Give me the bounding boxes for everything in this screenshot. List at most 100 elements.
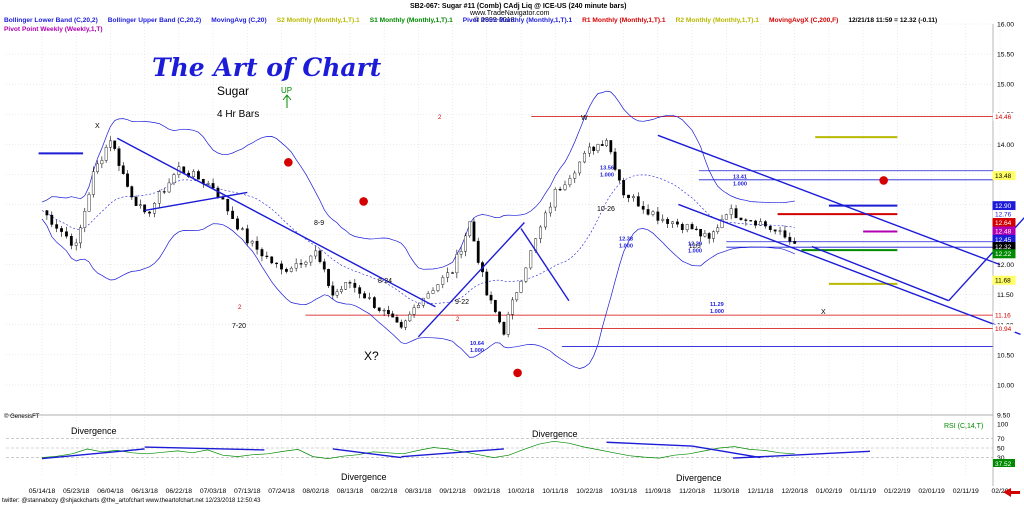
candle-body: [544, 212, 547, 228]
candle-body: [348, 282, 352, 284]
candle-body: [724, 214, 728, 220]
legend-item: Bollinger Lower Band (C,20,2): [4, 17, 98, 24]
candle-body: [130, 186, 134, 198]
x-tick-label: 02/01/19: [918, 488, 945, 495]
x-tick-label: 01/22/19: [884, 488, 911, 495]
candle-body: [636, 196, 640, 207]
candle-body: [327, 269, 330, 287]
x-tick-label: 10/22/18: [576, 488, 603, 495]
level-sublabel: 1.000: [710, 309, 724, 315]
candle-body: [126, 173, 129, 187]
header-symbol: SB2-067: Sugar #11 (Comb) CAdj Liq @ ICE…: [410, 3, 626, 10]
price-tag-label: 12.22: [995, 251, 1012, 258]
watermark-title: The Art of Chart: [152, 53, 382, 82]
candle-body: [358, 287, 362, 294]
candle-body: [172, 174, 176, 184]
level-label: 13.56: [600, 165, 614, 171]
up-arrow-icon: [282, 94, 292, 108]
x-tick-label: 10/31/18: [610, 488, 637, 495]
candle-body: [231, 210, 235, 219]
candle-body: [476, 240, 480, 263]
candle-body: [768, 225, 772, 230]
annotation-9-22: 9-22: [455, 299, 469, 306]
annotation-w-top: W: [581, 115, 588, 122]
candle-body: [548, 206, 552, 214]
candle-body: [690, 224, 694, 230]
x-tick-label: 12/20/18: [781, 488, 808, 495]
candle-body: [506, 314, 510, 335]
candle-body: [426, 293, 430, 299]
candle-body: [74, 242, 78, 246]
rsi-divergence-line: [41, 448, 145, 460]
candle-body: [206, 183, 210, 185]
legend-item: MovingAvgX (C,200,F): [769, 17, 838, 24]
x-tick-label: 07/13/18: [234, 488, 261, 495]
candle-body: [451, 272, 454, 274]
annotation-two-a: 2: [438, 115, 442, 121]
annotation-x-right: X: [821, 309, 826, 316]
x-tick-label: 11/09/18: [645, 488, 671, 495]
candle-body: [382, 309, 386, 312]
annotation-10-26: 10-26: [597, 206, 615, 213]
price-tag-label: 12.64: [995, 220, 1012, 227]
rsi-divergence-line: [733, 450, 871, 459]
price-tag-label: 12.45: [995, 237, 1012, 244]
candle-body: [65, 231, 68, 237]
candle-body: [113, 140, 117, 149]
candle-body: [666, 218, 670, 224]
trend-line: [948, 216, 1024, 302]
candle-body: [100, 160, 104, 165]
legend-item: 12/21/18 11:59 = 12.32 (-0.11): [848, 17, 937, 24]
price-tag-label: 12.90: [995, 203, 1012, 210]
legend-item: Bollinger Upper Band (C,20,2): [108, 17, 201, 24]
x-tick-label: 10/02/18: [508, 488, 535, 495]
candle-body: [157, 191, 161, 204]
annotation-two-b: 2: [238, 305, 242, 311]
x-tick-label: 02/11/19: [953, 488, 979, 495]
candle-body: [109, 140, 112, 148]
candle-body: [563, 184, 567, 190]
candle-body: [250, 240, 254, 244]
candle-body: [558, 189, 562, 191]
candle-body: [192, 171, 195, 177]
price-tag-label: 11.16: [995, 313, 1011, 320]
candle-body: [632, 196, 635, 199]
candle-body: [588, 146, 591, 154]
bollinger-lower: [41, 218, 795, 369]
level-label: 11.29: [710, 302, 724, 308]
red-dots: [284, 158, 888, 378]
candle-body: [221, 197, 225, 200]
candle-body: [515, 292, 519, 301]
price-tag-label: 14.46: [995, 114, 1012, 121]
trend-line: [520, 228, 570, 302]
annotation-8-24: 8-24: [378, 278, 392, 285]
legend-item: S1 Monthly (Monthly,1,T).1: [370, 17, 453, 24]
legend-item: Pivot Point Monthly (Monthly,1,T).1: [463, 17, 573, 24]
watermark-subtitle: Sugar: [217, 84, 249, 98]
legend-item: R2 Monthly (Monthly,1,T).1: [676, 17, 760, 24]
annotation-x-question: X?: [364, 349, 379, 363]
candle-body: [600, 144, 604, 146]
candle-body: [353, 282, 357, 288]
candle-body: [395, 317, 399, 323]
rsi-panel: 30 50 70 100: [6, 422, 1009, 462]
rsi-label: RSI (C,14,T): [944, 423, 983, 430]
level-sublabel: 1.000: [470, 348, 484, 354]
x-tick-label: 06/04/18: [97, 488, 124, 495]
candle-body: [45, 210, 49, 216]
candle-body: [489, 294, 493, 301]
x-tick-label: 08/22/18: [371, 488, 398, 495]
candle-body: [596, 144, 600, 151]
candle-body: [436, 284, 440, 291]
candle-body: [524, 267, 528, 282]
divergence-label-1: Divergence: [71, 426, 117, 436]
rsi-tick-label: 50: [997, 446, 1005, 453]
price-tag-label: 12.48: [995, 228, 1012, 235]
candle-body: [716, 227, 720, 232]
candle-body: [260, 249, 264, 257]
candle-body: [627, 194, 630, 199]
price-tag-label: 12.32: [995, 244, 1012, 251]
legend-item: R1 Monthly (Monthly,1,T).1: [582, 17, 666, 24]
